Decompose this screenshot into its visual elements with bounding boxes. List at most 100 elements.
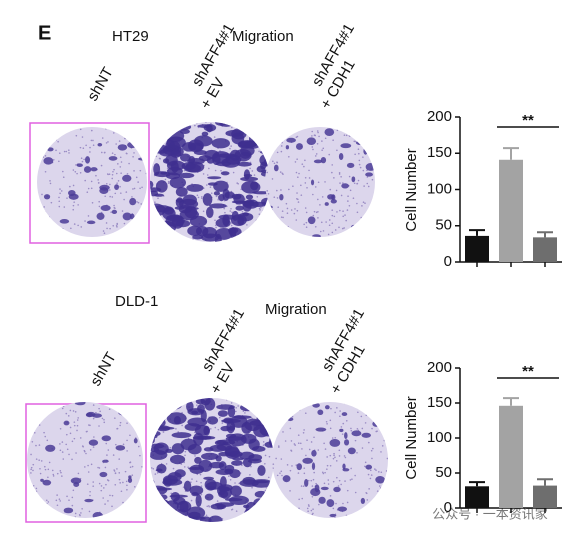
cell (295, 143, 303, 150)
speck (352, 134, 355, 137)
cell (150, 180, 154, 189)
cell (179, 500, 189, 513)
speck (33, 432, 36, 434)
speck (56, 504, 59, 507)
cell (257, 399, 274, 408)
speck (336, 211, 338, 213)
speck (224, 211, 226, 214)
speck (165, 463, 168, 465)
speck (106, 454, 108, 456)
speck (92, 144, 95, 147)
speck (139, 187, 141, 190)
speck (116, 226, 118, 228)
speck (118, 472, 121, 474)
bar (533, 485, 557, 508)
speck (275, 457, 277, 460)
speck (52, 158, 55, 161)
cell (360, 497, 366, 504)
speck (119, 166, 122, 168)
cell (37, 142, 46, 150)
speck (44, 170, 47, 173)
speck (95, 411, 97, 414)
speck (151, 497, 154, 499)
speck (164, 231, 167, 233)
speck (59, 500, 62, 502)
speck (384, 513, 386, 516)
cell (273, 164, 279, 172)
speck (364, 137, 367, 139)
speck (296, 510, 299, 512)
speck (111, 505, 113, 508)
speck (163, 131, 166, 134)
speck (279, 222, 282, 224)
speck (120, 172, 122, 174)
speck (92, 485, 94, 487)
cell (178, 172, 195, 179)
speck (258, 223, 261, 226)
cell (99, 187, 109, 195)
speck (366, 499, 369, 501)
speck (116, 223, 118, 226)
cell (160, 171, 168, 175)
speck (281, 474, 283, 477)
speck (375, 469, 377, 471)
speck (323, 442, 325, 445)
speck (385, 406, 387, 409)
cell (213, 191, 221, 196)
speck (119, 156, 122, 159)
speck (49, 230, 52, 233)
speck (126, 172, 129, 175)
cell (134, 408, 143, 415)
speck (287, 225, 289, 228)
speck (294, 161, 297, 163)
speck (272, 486, 274, 489)
speck (353, 182, 356, 185)
speck (141, 490, 143, 493)
speck (158, 157, 161, 160)
speck (79, 437, 82, 439)
speck (58, 129, 60, 132)
cell (170, 492, 180, 502)
speck (358, 163, 361, 166)
speck (366, 169, 368, 172)
speck (347, 195, 349, 198)
speck (276, 508, 279, 511)
speck (356, 451, 358, 454)
speck (326, 464, 329, 467)
speck (194, 455, 196, 457)
cell (251, 225, 263, 233)
cell (220, 171, 230, 176)
speck (300, 184, 302, 187)
speck (233, 238, 236, 241)
speck (254, 137, 256, 139)
speck (119, 185, 121, 188)
speck (297, 434, 300, 436)
speck (42, 156, 45, 158)
cell (174, 206, 185, 210)
cell (346, 162, 355, 168)
speck (372, 219, 375, 222)
speck (122, 481, 124, 484)
speck (260, 240, 263, 242)
speck (241, 400, 243, 403)
speck (87, 187, 90, 190)
speck (183, 169, 186, 172)
speck (332, 457, 335, 460)
speck (343, 234, 345, 236)
speck (172, 508, 174, 511)
speck (104, 503, 106, 505)
speck (37, 226, 39, 229)
speck (366, 182, 369, 185)
speck (170, 492, 172, 495)
speck (59, 470, 62, 472)
speck (357, 148, 360, 151)
speck (135, 176, 138, 179)
speck (168, 227, 171, 230)
speck (277, 224, 280, 226)
speck (278, 446, 280, 448)
y-tick-label: 50 (435, 217, 452, 234)
speck (106, 173, 109, 175)
speck (315, 211, 318, 214)
speck (118, 478, 121, 481)
